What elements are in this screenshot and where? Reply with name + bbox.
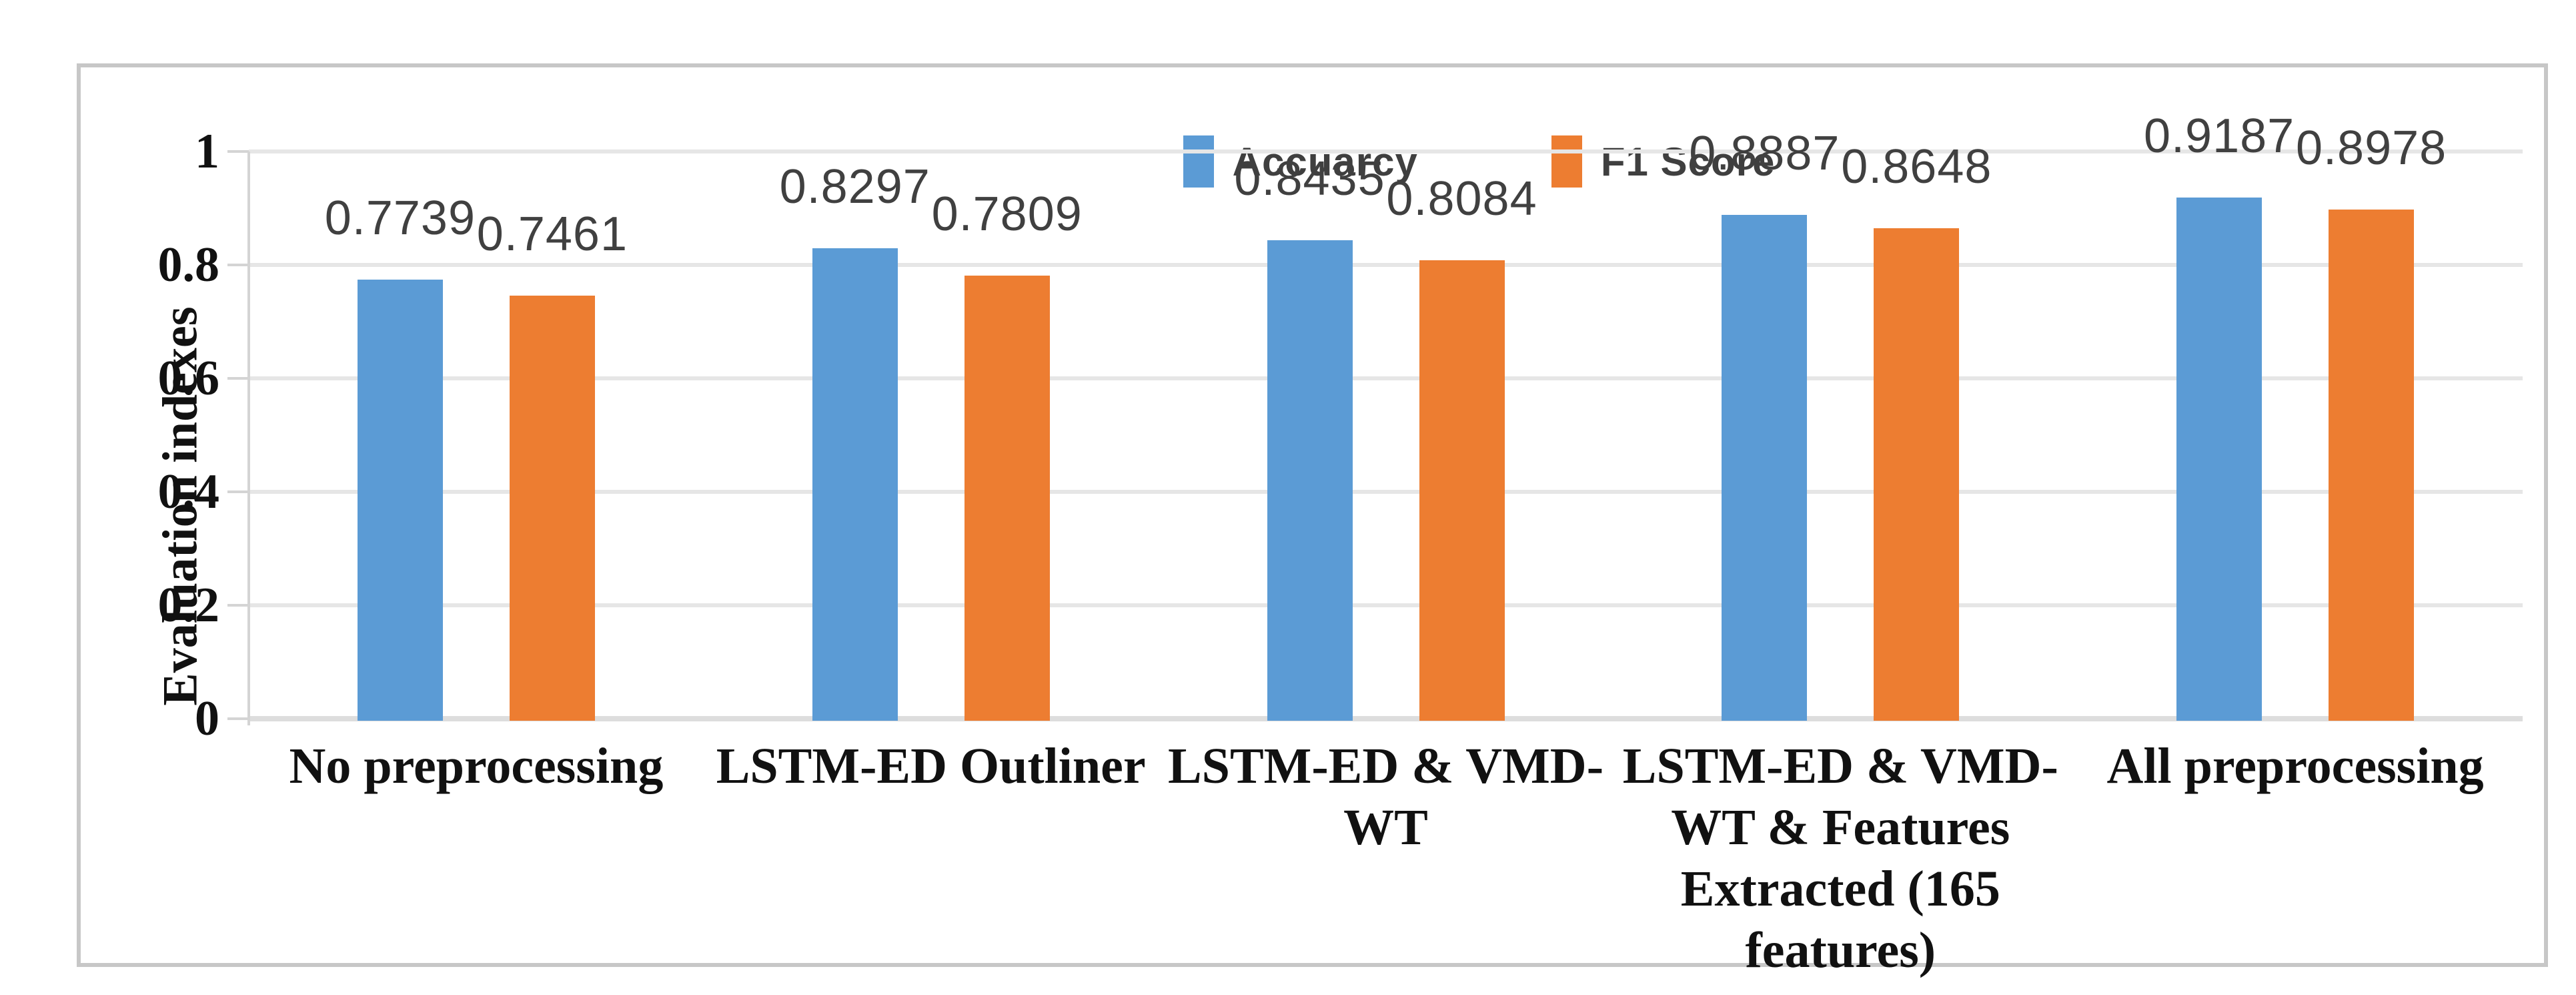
bar-f1-score-4 bbox=[2329, 209, 2415, 721]
bar-accuarcy-4 bbox=[2176, 198, 2263, 721]
data-label-f1-score-2: 0.8084 bbox=[1386, 172, 1537, 226]
y-tick-label-0.2: 0.2 bbox=[157, 578, 220, 633]
data-label-f1-score-4: 0.8978 bbox=[2295, 121, 2447, 175]
legend-item-accuarcy: Accuarcy bbox=[1183, 135, 1418, 188]
category-label-2: LSTM-ED & VMD- WT bbox=[1167, 738, 1603, 856]
bar-accuarcy-3 bbox=[1722, 214, 1808, 721]
chart-legend: Accuarcy F1 Score bbox=[81, 131, 2544, 192]
y-axis-tick-0.8 bbox=[227, 264, 249, 266]
gridline-1 bbox=[249, 149, 2523, 153]
y-tick-label-0.8: 0.8 bbox=[157, 238, 220, 292]
y-axis-line bbox=[247, 151, 250, 725]
data-label-f1-score-3: 0.8648 bbox=[1841, 139, 1992, 194]
legend-swatch-icon-f1-score bbox=[1551, 135, 1582, 188]
bar-f1-score-2 bbox=[1419, 260, 1505, 721]
bar-accuarcy-2 bbox=[1267, 240, 1353, 721]
bar-accuarcy-1 bbox=[812, 248, 898, 721]
gridline-0 bbox=[249, 716, 2523, 721]
gridline-0.8 bbox=[249, 263, 2523, 267]
bar-f1-score-1 bbox=[964, 276, 1050, 721]
gridline-0.4 bbox=[249, 490, 2523, 494]
legend-swatch-icon-accuarcy bbox=[1183, 135, 1214, 188]
y-tick-label-0.4: 0.4 bbox=[157, 464, 220, 519]
gridline-0.6 bbox=[249, 376, 2523, 380]
legend-label-accuarcy: Accuarcy bbox=[1232, 139, 1418, 184]
gridline-0.2 bbox=[249, 603, 2523, 607]
y-axis-tick-0.4 bbox=[227, 490, 249, 493]
data-label-accuarcy-4: 0.9187 bbox=[2143, 109, 2295, 163]
bar-accuarcy-0 bbox=[357, 280, 443, 721]
category-label-1: LSTM-ED Outliner bbox=[716, 738, 1146, 794]
y-axis-tick-0 bbox=[227, 717, 249, 720]
data-label-f1-score-1: 0.7809 bbox=[931, 188, 1083, 242]
data-label-f1-score-0: 0.7461 bbox=[476, 207, 628, 261]
legend-item-f1-score: F1 Score bbox=[1551, 135, 1775, 188]
legend-label-f1-score: F1 Score bbox=[1600, 139, 1776, 184]
data-label-accuarcy-3: 0.8887 bbox=[1689, 126, 1840, 180]
chart-frame: Accuarcy F1 Score Evaluation indexes 1 0.8… bbox=[77, 63, 2548, 978]
y-axis-tick-1 bbox=[227, 150, 249, 153]
y-tick-label-0: 0 bbox=[195, 691, 219, 746]
y-axis-tick-0.2 bbox=[227, 604, 249, 607]
data-label-accuarcy-0: 0.7739 bbox=[324, 192, 476, 246]
y-tick-label-0.6: 0.6 bbox=[157, 351, 220, 406]
category-label-3: LSTM-ED & VMD- WT & Features Extracted (… bbox=[1622, 738, 2058, 978]
bar-f1-score-3 bbox=[1874, 228, 1960, 721]
y-axis-tick-0.6 bbox=[227, 377, 249, 380]
data-label-accuarcy-2: 0.8435 bbox=[1234, 152, 1385, 206]
bar-f1-score-0 bbox=[509, 295, 595, 721]
data-label-accuarcy-1: 0.8297 bbox=[779, 159, 930, 214]
category-label-4: All preprocessing bbox=[2106, 738, 2484, 794]
y-tick-label-1: 1 bbox=[195, 124, 219, 179]
category-label-0: No preprocessing bbox=[289, 738, 664, 794]
